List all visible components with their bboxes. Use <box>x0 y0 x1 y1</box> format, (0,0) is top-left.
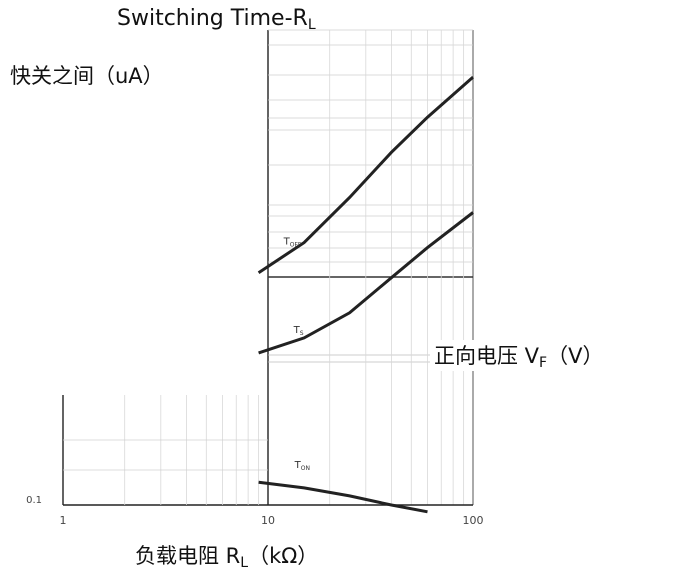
series-ts-line <box>258 211 474 355</box>
forward-voltage-label: 正向电压 VF（V） <box>432 340 606 371</box>
grid-layer <box>62 29 474 506</box>
y-tick-label: 0.1 <box>26 495 42 506</box>
x-tick-label: 10 <box>261 514 275 527</box>
series-toff-label: TOFF <box>283 237 302 249</box>
tick-layer: 1 10 100 0.1 <box>26 495 483 527</box>
x-tick-label: 100 <box>463 514 484 527</box>
series-toff-line <box>257 75 474 274</box>
y-axis-label: 快关之间（uA） <box>10 64 164 88</box>
x-axis-label: 负载电阻 RL（kΩ） <box>135 544 319 571</box>
series-ton-line <box>258 480 428 514</box>
series-ts-label: TS <box>293 325 304 337</box>
x-tick-label: 1 <box>60 514 67 527</box>
series-ton-label: TON <box>294 460 310 472</box>
chart-title: Switching Time-RL <box>117 6 316 33</box>
